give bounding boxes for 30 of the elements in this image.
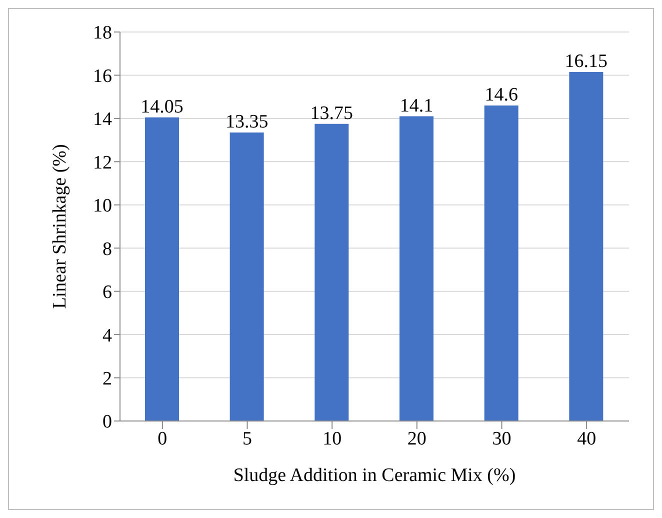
data-label: 16.15 xyxy=(564,50,608,72)
x-axis-title: Sludge Addition in Ceramic Mix (%) xyxy=(233,465,516,486)
bar xyxy=(569,72,604,421)
x-tick-label: 40 xyxy=(577,428,596,450)
y-tick-label: 16 xyxy=(93,66,112,87)
x-tick-label: 5 xyxy=(242,428,252,450)
x-tick-label: 20 xyxy=(407,428,426,450)
bar xyxy=(145,117,179,421)
x-tick-label: 30 xyxy=(492,428,512,450)
bar xyxy=(230,132,264,421)
data-label: 13.35 xyxy=(225,111,268,132)
y-tick-label: 6 xyxy=(102,282,112,304)
y-tick-label: 18 xyxy=(93,22,112,44)
data-label: 14.05 xyxy=(140,96,184,118)
y-tick-label: 10 xyxy=(93,196,112,217)
data-label: 14.6 xyxy=(484,84,518,106)
y-axis-title: Linear Shrinkage (%) xyxy=(50,144,71,309)
x-tick-label: 0 xyxy=(158,428,168,450)
x-tick-label: 10 xyxy=(322,428,342,450)
y-tick-label: 8 xyxy=(102,238,112,260)
data-label: 14.1 xyxy=(400,95,434,116)
y-tick-label: 4 xyxy=(102,325,112,346)
y-tick-label: 2 xyxy=(102,368,112,390)
y-tick-label: 12 xyxy=(93,152,112,174)
bar xyxy=(400,116,434,421)
y-tick-label: 0 xyxy=(102,412,112,433)
bar xyxy=(484,105,518,421)
y-tick-label: 14 xyxy=(93,109,112,130)
bar xyxy=(314,124,349,421)
data-label: 13.75 xyxy=(310,102,354,124)
